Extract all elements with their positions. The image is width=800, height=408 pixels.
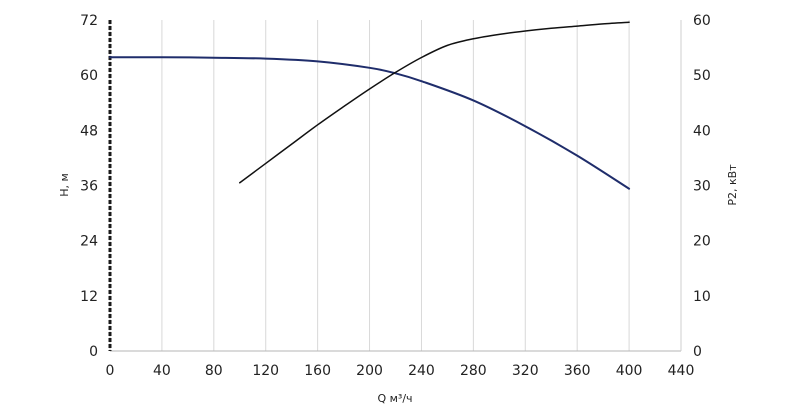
- x-tick-label: 280: [460, 363, 487, 379]
- y2-tick-label: 50: [693, 68, 711, 84]
- tick-labels: 0 40 80 120 160 200 240 280 320 360 400 44001224364…: [80, 13, 711, 379]
- x-tick-label: 80: [205, 363, 223, 379]
- series-lines: [109, 21, 631, 190]
- x-tick-label: 120: [252, 363, 279, 379]
- y2-tick-label: 10: [693, 289, 711, 305]
- x-tick-label: 440: [668, 363, 695, 379]
- power-curve-line: [239, 21, 630, 184]
- y-tick-label: 60: [80, 68, 98, 84]
- y-tick-label: 24: [80, 234, 98, 250]
- y2-tick-label: 0: [693, 344, 702, 360]
- head-curve-line: [109, 56, 631, 190]
- x-tick-label: 400: [616, 363, 643, 379]
- x-tick-label: 0: [106, 363, 115, 379]
- y2-axis-title: P2, кВт: [726, 164, 739, 206]
- y-tick-label: 12: [80, 289, 98, 305]
- y-axis-title: H, м: [58, 173, 71, 197]
- x-axis-title: Q м³/ч: [377, 392, 412, 405]
- x-tick-label: 40: [153, 363, 171, 379]
- x-tick-label: 160: [304, 363, 331, 379]
- grid-lines: [109, 20, 682, 351]
- x-tick-label: 240: [408, 363, 435, 379]
- y-tick-label: 0: [89, 344, 98, 360]
- y2-tick-label: 60: [693, 13, 711, 29]
- x-tick-label: 360: [564, 363, 591, 379]
- y2-tick-label: 30: [693, 179, 711, 195]
- y-tick-label: 36: [80, 179, 98, 195]
- y-tick-label: 48: [80, 123, 98, 139]
- axes: [108, 20, 682, 352]
- y2-tick-label: 20: [693, 234, 711, 250]
- x-tick-label: 200: [356, 363, 383, 379]
- y2-tick-label: 40: [693, 123, 711, 139]
- x-tick-label: 320: [512, 363, 539, 379]
- y-tick-label: 72: [80, 13, 98, 29]
